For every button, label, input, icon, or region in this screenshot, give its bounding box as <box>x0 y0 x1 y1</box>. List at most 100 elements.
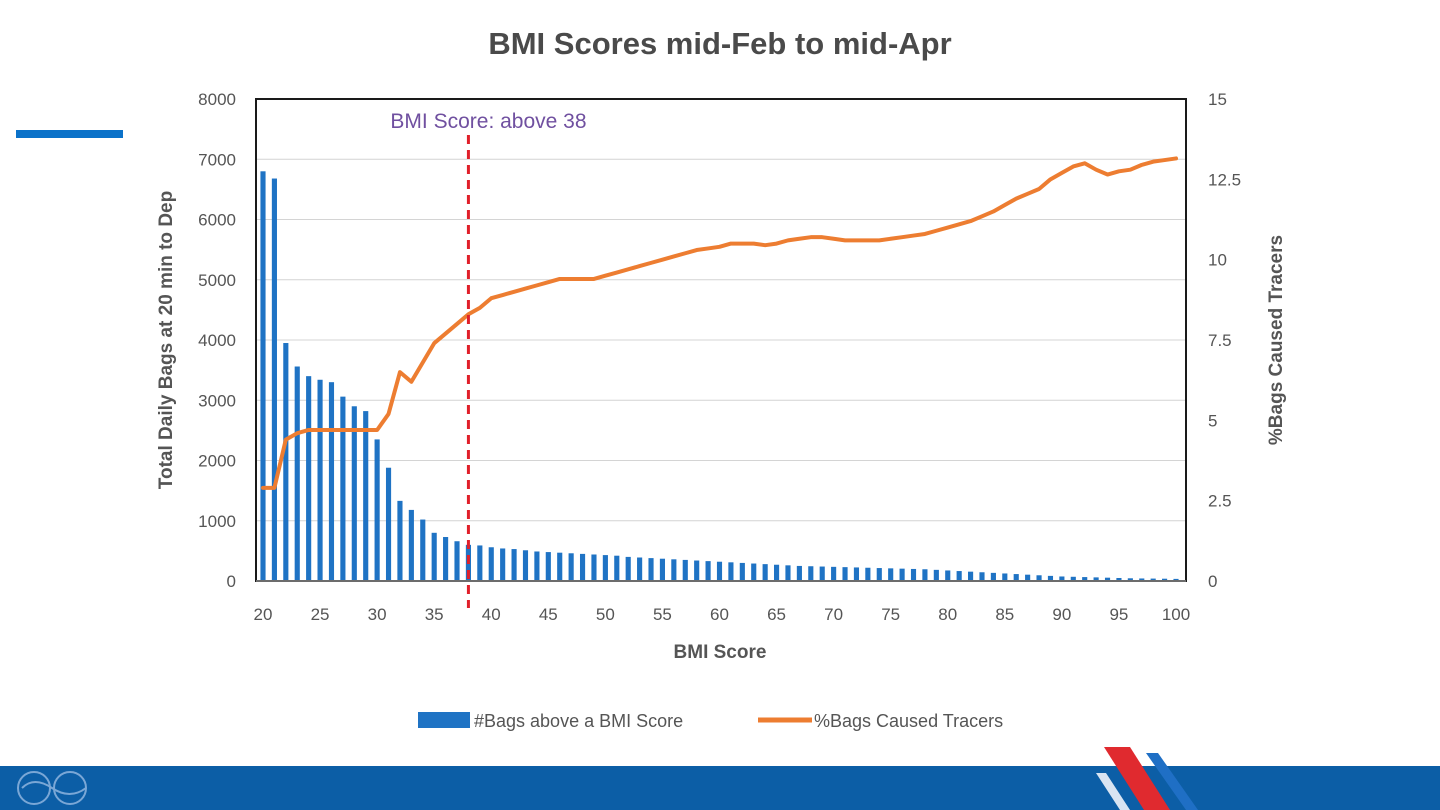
bar <box>614 555 620 581</box>
bar <box>831 566 837 581</box>
bar <box>682 559 688 581</box>
bar <box>1013 574 1019 581</box>
x-tick-label: 80 <box>938 605 957 624</box>
bar <box>1162 578 1168 581</box>
x-tick-label: 40 <box>482 605 501 624</box>
bar <box>271 178 277 581</box>
bar <box>374 439 380 581</box>
footer-bar <box>0 766 1440 810</box>
bar <box>933 569 939 581</box>
bar <box>1173 578 1179 581</box>
bar <box>956 571 962 581</box>
x-tick-label: 25 <box>311 605 330 624</box>
bar <box>968 571 974 581</box>
bar <box>408 509 414 581</box>
bar <box>625 556 631 581</box>
y2-axis-title: %Bags Caused Tracers <box>1266 235 1287 445</box>
bar <box>557 552 563 581</box>
y2-tick-label: 12.5 <box>1208 170 1241 189</box>
brand-stripes-icon <box>1096 747 1198 810</box>
bar <box>819 566 825 581</box>
bar <box>739 562 745 581</box>
bar <box>910 568 917 581</box>
bar <box>1139 578 1145 581</box>
axes: 0 1000 2000 3000 4000 5000 6000 7000 8000 0 2.5 5 7.… <box>156 90 1287 663</box>
legend-swatch-bars <box>418 712 470 728</box>
bar <box>842 567 848 581</box>
slide-accent-bar <box>16 130 123 138</box>
x-tick-label: 85 <box>995 605 1014 624</box>
bar <box>317 379 323 581</box>
line-series <box>261 156 1178 490</box>
bar <box>762 564 768 581</box>
gridlines <box>256 158 1186 522</box>
bar <box>431 532 437 581</box>
bar <box>1082 577 1088 581</box>
y2-tick-label: 7.5 <box>1208 331 1232 350</box>
bar <box>294 366 300 581</box>
bar <box>1059 576 1065 581</box>
bar <box>443 537 449 581</box>
bar <box>522 550 529 581</box>
bar <box>1116 577 1122 581</box>
x-tick-label: 50 <box>596 605 615 624</box>
bar <box>1047 575 1054 581</box>
x-tick-label: 75 <box>881 605 900 624</box>
bar <box>545 552 551 581</box>
bar <box>385 467 392 581</box>
bar <box>865 567 871 581</box>
bar <box>694 560 700 581</box>
bar <box>1104 577 1111 581</box>
bar <box>351 406 357 581</box>
legend-label-line: %Bags Caused Tracers <box>814 711 1003 731</box>
y2-tick-label: 0 <box>1208 572 1217 591</box>
bar <box>420 519 426 581</box>
y-tick-label: 0 <box>227 572 236 591</box>
y2-tick-label: 5 <box>1208 411 1217 430</box>
y-tick-label: 4000 <box>198 331 236 350</box>
bar <box>659 558 666 581</box>
bar <box>340 396 346 581</box>
annotation: BMI Score: above 38 <box>390 110 587 608</box>
bar <box>808 566 814 581</box>
bar <box>751 563 757 581</box>
x-tick-label: 20 <box>254 605 273 624</box>
bar <box>488 547 494 581</box>
bar <box>853 567 860 581</box>
bar <box>591 554 597 581</box>
legend: #Bags above a BMI Score %Bags Caused Trac… <box>418 711 1003 731</box>
legend-label-bars: #Bags above a BMI Score <box>474 711 683 731</box>
y-tick-label: 7000 <box>198 150 236 169</box>
bar <box>705 561 711 581</box>
bar <box>283 343 289 581</box>
x-tick-label: 90 <box>1052 605 1071 624</box>
bar <box>363 411 369 581</box>
bar <box>579 553 586 581</box>
bar <box>1070 576 1076 581</box>
bar <box>454 541 460 581</box>
bar <box>990 572 996 581</box>
bar <box>1093 577 1099 581</box>
bar <box>534 551 540 581</box>
bar <box>1150 578 1156 581</box>
y-tick-label: 2000 <box>198 452 236 471</box>
y2-tick-label: 15 <box>1208 90 1227 109</box>
bar <box>328 382 335 581</box>
x-tick-label: 45 <box>539 605 558 624</box>
y-tick-label: 8000 <box>198 90 236 109</box>
x-tick-label: 65 <box>767 605 786 624</box>
line-series-path <box>261 156 1178 490</box>
x-tick-label: 35 <box>425 605 444 624</box>
y2-tick-label: 2.5 <box>1208 492 1232 511</box>
x-tick-label: 95 <box>1109 605 1128 624</box>
bar <box>397 500 403 581</box>
bar <box>899 568 905 581</box>
y-tick-label: 6000 <box>198 211 236 230</box>
bar <box>1025 574 1031 581</box>
bar <box>888 568 894 581</box>
bar <box>876 568 882 581</box>
bar <box>568 553 574 581</box>
y-tick-label: 1000 <box>198 512 236 531</box>
bar <box>648 558 654 581</box>
bar <box>979 572 985 581</box>
